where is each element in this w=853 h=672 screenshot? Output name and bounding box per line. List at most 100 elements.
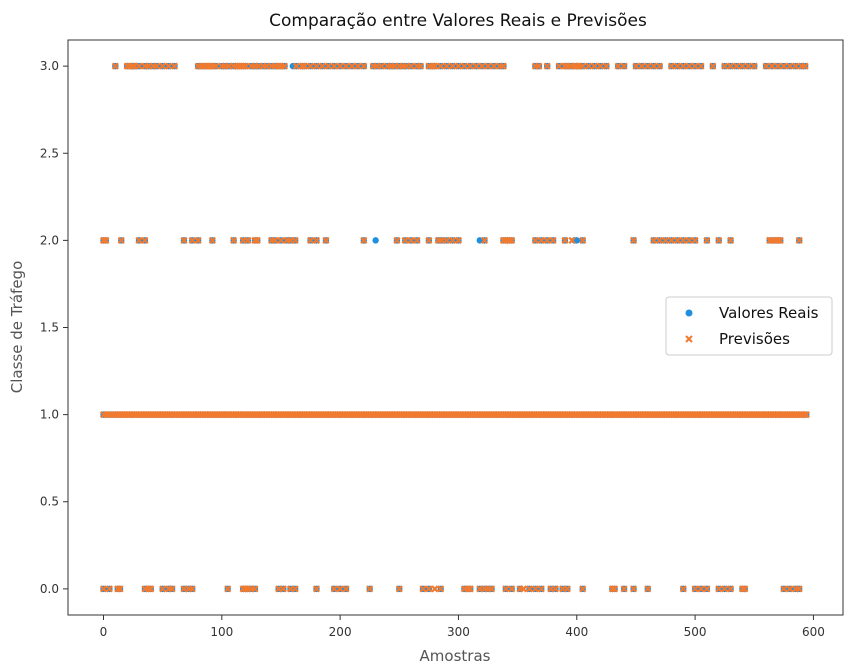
point-previsoes xyxy=(324,62,332,70)
point-previsoes xyxy=(691,585,699,593)
point-previsoes xyxy=(437,585,445,593)
point-previsoes xyxy=(673,236,681,244)
point-previsoes xyxy=(460,62,468,70)
x-tick-label: 500 xyxy=(684,625,707,639)
point-previsoes xyxy=(568,236,576,244)
point-previsoes xyxy=(395,585,403,593)
point-previsoes xyxy=(732,62,741,70)
y-axis: 0.0 0.5 1.0 1.5 2.0 2.5 3.0 xyxy=(40,59,68,596)
point-previsoes xyxy=(602,62,610,70)
point-previsoes xyxy=(537,236,545,244)
point-previsoes xyxy=(531,236,539,244)
point-previsoes xyxy=(590,62,599,70)
point-previsoes xyxy=(431,62,439,70)
point-previsoes xyxy=(780,585,788,593)
point-previsoes xyxy=(170,62,179,70)
point-previsoes xyxy=(727,585,735,593)
point-previsoes xyxy=(159,62,167,70)
point-previsoes xyxy=(301,62,309,70)
point-previsoes xyxy=(244,236,252,244)
point-previsoes xyxy=(230,236,238,244)
point-previsoes xyxy=(508,585,516,593)
chart-title: Comparação entre Valores Reais e Previsõ… xyxy=(269,11,647,31)
y-tick-label: 1.0 xyxy=(40,408,59,422)
point-previsoes xyxy=(691,236,699,244)
point-previsoes xyxy=(147,585,155,593)
point-previsoes xyxy=(620,585,628,593)
point-previsoes xyxy=(762,62,770,70)
point-previsoes xyxy=(322,236,330,244)
point-previsoes xyxy=(360,62,368,70)
point-previsoes xyxy=(709,62,717,70)
point-previsoes xyxy=(135,62,143,70)
point-previsoes xyxy=(774,62,782,70)
point-previsoes xyxy=(306,62,315,70)
y-tick-label: 0.5 xyxy=(40,495,59,509)
point-previsoes xyxy=(354,62,362,70)
point-previsoes xyxy=(561,236,569,244)
point-previsoes xyxy=(611,585,619,593)
point-previsoes xyxy=(703,236,711,244)
point-previsoes xyxy=(551,585,560,593)
point-previsoes xyxy=(786,585,794,593)
point-previsoes xyxy=(650,236,658,244)
point-previsoes xyxy=(407,62,415,70)
point-previsoes xyxy=(478,62,486,70)
point-previsoes xyxy=(425,585,433,593)
point-previsoes xyxy=(306,236,315,244)
point-previsoes xyxy=(312,236,321,244)
point-previsoes xyxy=(768,62,776,70)
point-previsoes xyxy=(342,62,350,70)
point-previsoes xyxy=(443,236,451,244)
point-previsoes xyxy=(727,236,735,244)
point-previsoes xyxy=(596,62,605,70)
y-tick-label: 2.5 xyxy=(40,146,59,160)
point-previsoes xyxy=(650,62,658,70)
point-previsoes xyxy=(644,585,652,593)
point-previsoes xyxy=(208,236,216,244)
point-previsoes xyxy=(525,585,534,593)
point-previsoes xyxy=(780,62,788,70)
point-previsoes xyxy=(632,62,640,70)
point-previsoes xyxy=(271,236,279,244)
y-tick-label: 3.0 xyxy=(40,59,59,73)
point-previsoes xyxy=(638,62,646,70)
point-previsoes xyxy=(795,585,803,593)
point-previsoes xyxy=(212,62,220,70)
point-previsoes xyxy=(579,236,587,244)
x-tick-label: 200 xyxy=(329,625,352,639)
point-previsoes xyxy=(164,62,173,70)
point-previsoes xyxy=(466,62,474,70)
legend-label-valores-reais: Valores Reais xyxy=(719,304,819,322)
point-previsoes xyxy=(685,62,693,70)
point-previsoes xyxy=(667,62,676,70)
point-previsoes xyxy=(393,236,401,244)
point-previsoes xyxy=(466,585,474,593)
point-previsoes xyxy=(291,585,299,593)
point-valores-reais xyxy=(372,237,379,244)
point-previsoes xyxy=(488,585,496,593)
point-previsoes xyxy=(292,62,300,70)
point-previsoes xyxy=(180,236,188,244)
legend-marker-previsoes xyxy=(685,335,693,343)
point-previsoes xyxy=(585,62,593,70)
point-previsoes xyxy=(661,236,670,244)
point-previsoes xyxy=(656,62,664,70)
point-previsoes xyxy=(437,62,445,70)
point-previsoes xyxy=(563,585,571,593)
point-previsoes xyxy=(377,62,386,70)
legend-marker-valores-reais xyxy=(685,309,693,317)
point-previsoes xyxy=(291,236,299,244)
point-previsoes xyxy=(721,585,729,593)
point-previsoes xyxy=(727,62,735,70)
point-previsoes xyxy=(480,236,489,244)
point-previsoes xyxy=(721,62,729,70)
point-previsoes xyxy=(697,585,705,593)
point-previsoes xyxy=(490,62,498,70)
point-previsoes xyxy=(417,62,425,70)
point-previsoes xyxy=(448,62,457,70)
legend-box xyxy=(665,296,833,356)
point-previsoes xyxy=(241,62,250,70)
point-previsoes xyxy=(792,62,800,70)
point-previsoes xyxy=(443,62,451,70)
